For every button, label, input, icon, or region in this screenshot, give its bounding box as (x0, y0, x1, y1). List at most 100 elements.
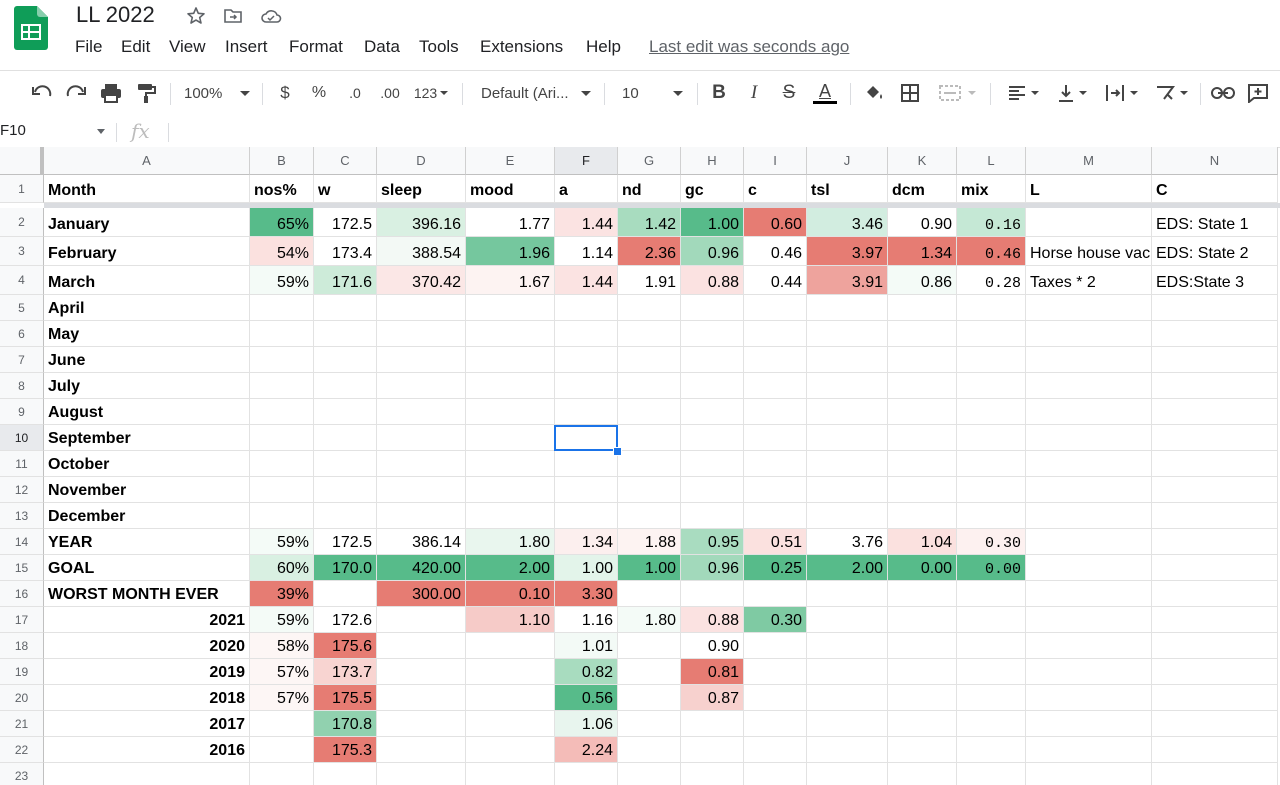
cell-c11[interactable] (314, 451, 377, 477)
decrease-decimal-button[interactable]: .0 (343, 81, 367, 105)
font-size-select[interactable]: 10 (622, 81, 686, 105)
menu-view[interactable]: View (169, 37, 206, 56)
cell-h23[interactable] (681, 763, 744, 785)
cell-h19[interactable]: 0.81 (681, 659, 744, 685)
menu-help[interactable]: Help (586, 37, 621, 56)
row-header-9[interactable]: 9 (0, 399, 44, 425)
cell-i19[interactable] (744, 659, 807, 685)
cell-k6[interactable] (888, 321, 957, 347)
cell-k2[interactable]: 0.90 (888, 208, 957, 237)
cell-c8[interactable] (314, 373, 377, 399)
cell-c23[interactable] (314, 763, 377, 785)
cell-i1[interactable]: c (744, 175, 807, 203)
cell-k16[interactable] (888, 581, 957, 607)
cell-j9[interactable] (807, 399, 888, 425)
row-header-8[interactable]: 8 (0, 373, 44, 399)
cell-i5[interactable] (744, 295, 807, 321)
cell-m22[interactable] (1026, 737, 1152, 763)
selected-cell-outline[interactable] (554, 425, 618, 451)
cell-d7[interactable] (377, 347, 466, 373)
cell-m21[interactable] (1026, 711, 1152, 737)
cell-h20[interactable]: 0.87 (681, 685, 744, 711)
cell-e2[interactable]: 1.77 (466, 208, 555, 237)
cell-n10[interactable] (1152, 425, 1278, 451)
row-header-2[interactable]: 2 (0, 208, 44, 237)
cell-e17[interactable]: 1.10 (466, 607, 555, 633)
column-header-j[interactable]: J (807, 147, 888, 175)
menu-edit[interactable]: Edit (121, 37, 151, 56)
cell-b4[interactable]: 59% (250, 266, 314, 295)
cell-b18[interactable]: 58% (250, 633, 314, 659)
cell-d9[interactable] (377, 399, 466, 425)
cell-d13[interactable] (377, 503, 466, 529)
row-header-4[interactable]: 4 (0, 266, 44, 295)
cell-j3[interactable]: 3.97 (807, 237, 888, 266)
cell-g4[interactable]: 1.91 (618, 266, 681, 295)
cell-c5[interactable] (314, 295, 377, 321)
cell-k10[interactable] (888, 425, 957, 451)
cell-g5[interactable] (618, 295, 681, 321)
cell-e12[interactable] (466, 477, 555, 503)
merge-cells-icon[interactable] (935, 81, 979, 105)
cell-m7[interactable] (1026, 347, 1152, 373)
cell-m1[interactable]: L (1026, 175, 1152, 203)
cell-f17[interactable]: 1.16 (555, 607, 618, 633)
cell-g14[interactable]: 1.88 (618, 529, 681, 555)
cell-l12[interactable] (957, 477, 1026, 503)
cell-a2[interactable]: January (44, 208, 250, 237)
cell-k12[interactable] (888, 477, 957, 503)
cell-e7[interactable] (466, 347, 555, 373)
cell-n18[interactable] (1152, 633, 1278, 659)
cell-b16[interactable]: 39% (250, 581, 314, 607)
row-header-11[interactable]: 11 (0, 451, 44, 477)
cell-j6[interactable] (807, 321, 888, 347)
cell-e8[interactable] (466, 373, 555, 399)
insert-comment-icon[interactable] (1246, 81, 1270, 105)
cell-f20[interactable]: 0.56 (555, 685, 618, 711)
cell-f19[interactable]: 0.82 (555, 659, 618, 685)
cell-l17[interactable] (957, 607, 1026, 633)
cell-h10[interactable] (681, 425, 744, 451)
column-header-a[interactable]: A (44, 147, 250, 175)
cell-n8[interactable] (1152, 373, 1278, 399)
menu-format[interactable]: Format (289, 37, 343, 56)
cell-d8[interactable] (377, 373, 466, 399)
font-family-select[interactable]: Default (Ari... (481, 81, 593, 105)
cell-g13[interactable] (618, 503, 681, 529)
cell-d10[interactable] (377, 425, 466, 451)
column-header-f[interactable]: F (555, 147, 618, 175)
cell-g21[interactable] (618, 711, 681, 737)
cell-m19[interactable] (1026, 659, 1152, 685)
cell-d6[interactable] (377, 321, 466, 347)
cell-h22[interactable] (681, 737, 744, 763)
cell-g16[interactable] (618, 581, 681, 607)
cell-l16[interactable] (957, 581, 1026, 607)
cell-f8[interactable] (555, 373, 618, 399)
cell-m6[interactable] (1026, 321, 1152, 347)
more-formats-button[interactable]: 123 (410, 81, 452, 105)
row-header-14[interactable]: 14 (0, 529, 44, 555)
cell-f14[interactable]: 1.34 (555, 529, 618, 555)
cell-m10[interactable] (1026, 425, 1152, 451)
cell-b13[interactable] (250, 503, 314, 529)
cell-g23[interactable] (618, 763, 681, 785)
row-header-10[interactable]: 10 (0, 425, 44, 451)
cell-l8[interactable] (957, 373, 1026, 399)
cell-a7[interactable]: June (44, 347, 250, 373)
cell-l2[interactable]: 0.16 (957, 208, 1026, 237)
cell-i23[interactable] (744, 763, 807, 785)
cell-l19[interactable] (957, 659, 1026, 685)
cell-k15[interactable]: 0.00 (888, 555, 957, 581)
cell-h6[interactable] (681, 321, 744, 347)
cell-h21[interactable] (681, 711, 744, 737)
cell-c16[interactable] (314, 581, 377, 607)
frozen-row-divider[interactable] (44, 203, 1280, 208)
cell-m23[interactable] (1026, 763, 1152, 785)
cell-n16[interactable] (1152, 581, 1278, 607)
cell-i9[interactable] (744, 399, 807, 425)
menu-data[interactable]: Data (364, 37, 400, 56)
cell-n4[interactable]: EDS:State 3 (1152, 266, 1278, 295)
cell-b1[interactable]: nos% (250, 175, 314, 203)
column-header-k[interactable]: K (888, 147, 957, 175)
cell-f21[interactable]: 1.06 (555, 711, 618, 737)
